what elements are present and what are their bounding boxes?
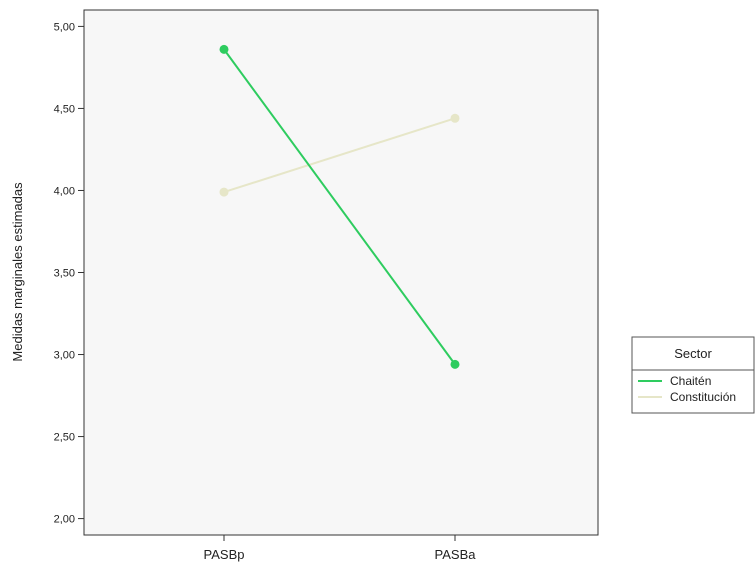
y-axis: 2,00 2,50 3,00 3,50 4,00 4,50 5,00 (54, 21, 84, 526)
series-line (223, 117, 456, 194)
x-tick-label: PASBa (435, 547, 477, 562)
y-tick-label: 5,00 (54, 21, 75, 33)
data-point (219, 44, 229, 54)
data-point (450, 113, 460, 123)
x-axis: PASBp PASBa (204, 535, 477, 562)
legend-box (631, 336, 755, 414)
legend-label: Constitución (670, 390, 736, 404)
y-tick-label: 4,00 (54, 185, 75, 197)
legend: Sector Chaitén Constitución (631, 336, 755, 414)
y-tick-label: 2,50 (54, 432, 75, 444)
y-axis-title: Medidas marginales estimadas (10, 182, 25, 362)
legend-title: Sector (674, 346, 712, 361)
series-line (223, 48, 456, 365)
legend-label: Chaitén (670, 374, 711, 388)
y-tick-label: 3,50 (54, 268, 75, 280)
series-layer (219, 44, 460, 369)
y-tick-label: 2,00 (54, 514, 75, 526)
x-tick-label: PASBp (204, 547, 245, 562)
legend-items: Chaitén Constitución (638, 374, 736, 404)
y-tick-label: 3,00 (54, 350, 75, 362)
plot-area (83, 9, 599, 536)
data-point (450, 359, 460, 369)
data-point (219, 187, 229, 197)
y-tick-label: 4,50 (54, 103, 75, 115)
